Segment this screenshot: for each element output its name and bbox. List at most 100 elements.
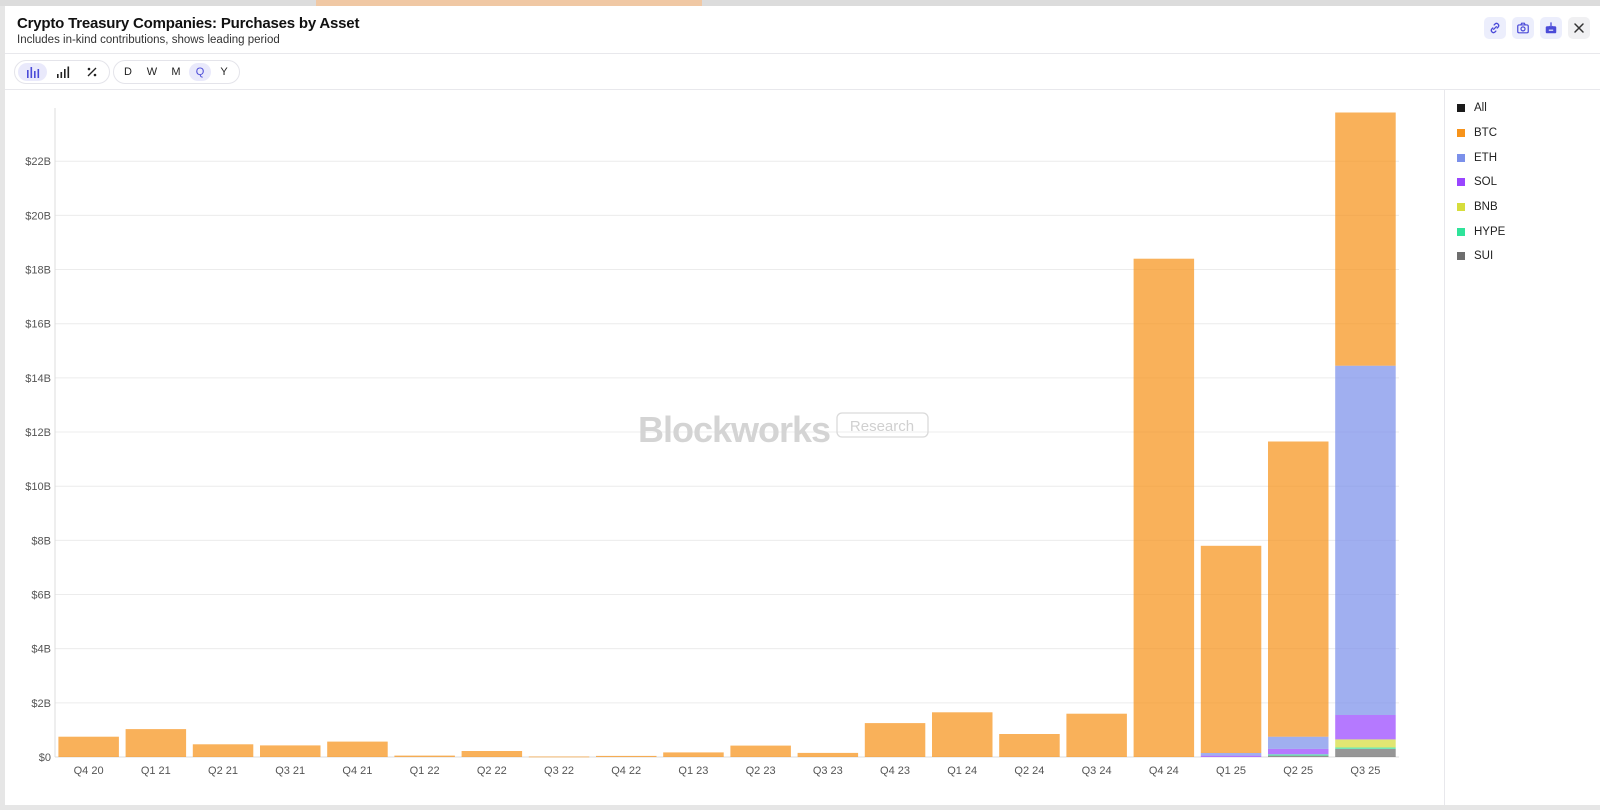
bar-sol-q3-25[interactable] — [1335, 715, 1396, 740]
bar-btc-q1-22[interactable] — [394, 755, 455, 757]
chart-area: $0 $2B $4B $6B $8B $10B $12B $14B $16B $18B $20B $2… — [5, 90, 1445, 805]
watermark-tag-box — [836, 412, 929, 438]
bar-btc-q1-25[interactable] — [1200, 545, 1262, 753]
interval-q-button[interactable]: Q — [189, 63, 211, 81]
bar-chart-mode-button[interactable] — [18, 63, 48, 81]
interval-y-button[interactable]: Y — [220, 66, 228, 78]
x-tick-label: Q1 23 — [678, 765, 708, 777]
screenshot-button[interactable] — [1512, 17, 1534, 39]
interval-d-button[interactable]: D — [124, 66, 132, 78]
bar-btc-q2-22[interactable] — [461, 751, 523, 757]
bar-btc-q3-23[interactable] — [797, 752, 859, 757]
bar-ascending-mode-button[interactable] — [49, 63, 76, 81]
bar-btc-q1-24[interactable] — [932, 712, 993, 757]
bar-btc-q4-22[interactable] — [596, 755, 657, 757]
export-button[interactable] — [1540, 17, 1562, 39]
bar-btc-q2-21[interactable] — [192, 744, 254, 757]
legend-item-hype[interactable]: HYPE — [1457, 219, 1597, 244]
bar-btc-q3-24[interactable] — [1066, 713, 1127, 757]
x-tick-label: Q3 25 — [1350, 765, 1380, 777]
legend-item-sui[interactable]: SUI — [1457, 244, 1597, 269]
y-tick-label: $18B — [25, 265, 51, 277]
y-axis-ticks: $0 $2B $4B $6B $8B $10B $12B $14B $16B $18B $20B $2… — [25, 156, 51, 764]
x-tick-label: Q4 24 — [1149, 765, 1179, 777]
stacked-bar-chart: $0 $2B $4B $6B $8B $10B $12B $14B $16B $18B $20B $2… — [25, 108, 1399, 777]
interval-w-button[interactable]: W — [146, 66, 158, 78]
legend-label: HYPE — [1474, 225, 1506, 238]
legend-item-sol[interactable]: SOL — [1457, 170, 1597, 195]
percent-mode-button[interactable] — [79, 63, 106, 81]
camera-icon — [1517, 22, 1529, 34]
bar-eth-q2-25[interactable] — [1268, 736, 1329, 749]
close-icon — [1574, 23, 1584, 33]
bar-btc-q4-20[interactable] — [58, 736, 119, 757]
y-tick-label: $22B — [25, 156, 51, 168]
x-tick-label: Q1 24 — [947, 765, 977, 777]
header-actions — [1484, 17, 1590, 39]
bar-eth-q1-25[interactable] — [1200, 752, 1262, 756]
watermark-tag: Research — [850, 418, 914, 435]
bar-btc-q1-23[interactable] — [663, 752, 724, 757]
bar-btc-q2-23[interactable] — [730, 745, 791, 757]
bar-hype-q2-25[interactable] — [1268, 754, 1329, 756]
bar-hype-q3-25[interactable] — [1335, 747, 1396, 749]
chart-subtitle: Includes in-kind contributions, shows le… — [17, 34, 280, 46]
link-icon — [1490, 22, 1500, 34]
legend-label: BNB — [1474, 201, 1498, 214]
legend-item-btc[interactable]: BTC — [1457, 121, 1597, 146]
y-tick-label: $14B — [25, 373, 51, 385]
bar-btc-q4-21[interactable] — [327, 741, 388, 757]
x-tick-label: Q3 23 — [813, 765, 843, 777]
bar-chart-icon — [26, 67, 39, 78]
bar-sui-q2-25[interactable] — [1268, 755, 1329, 757]
bar-btc-q4-24[interactable] — [1133, 258, 1195, 757]
bar-bnb-q3-25[interactable] — [1335, 739, 1396, 748]
bar-btc-q3-21[interactable] — [260, 745, 321, 757]
bar-btc-q3-22[interactable] — [528, 756, 590, 758]
x-tick-label: Q1 22 — [410, 765, 440, 777]
x-tick-label: Q3 22 — [544, 765, 574, 777]
x-tick-label: Q1 21 — [141, 765, 171, 777]
chart-title: Crypto Treasury Companies: Purchases by … — [17, 15, 360, 32]
legend-swatch — [1457, 153, 1465, 162]
legend-label: SUI — [1474, 250, 1494, 263]
bar-eth-q3-25[interactable] — [1335, 365, 1396, 715]
legend-swatch — [1457, 252, 1465, 261]
copy-link-button[interactable] — [1484, 17, 1506, 39]
interval-m-button[interactable]: M — [171, 66, 181, 78]
x-tick-label: Q1 25 — [1216, 765, 1246, 777]
legend: All BTC ETH SOL BNB HYPE SUI — [1457, 96, 1597, 269]
y-tick-label: $2B — [31, 698, 51, 710]
legend-swatch — [1457, 203, 1465, 212]
bar-sui-q3-25[interactable] — [1335, 748, 1396, 757]
bar-sol-q1-25[interactable] — [1200, 755, 1262, 757]
interval-group: D W M Q Y — [113, 60, 240, 84]
bar-sol-q2-25[interactable] — [1268, 748, 1329, 755]
legend-item-bnb[interactable]: BNB — [1457, 195, 1597, 220]
chart-modal: Crypto Treasury Companies: Purchases by … — [5, 6, 1600, 805]
x-tick-label: Q4 21 — [342, 765, 372, 777]
x-axis-ticks: Q4 20 Q1 21 Q2 21 Q3 21 Q4 21 Q1 22 Q2 22 Q3 22… — [74, 765, 1381, 777]
y-tick-label: $6B — [31, 590, 51, 602]
y-tick-label: $4B — [31, 644, 51, 656]
modal-header: Crypto Treasury Companies: Purchases by … — [5, 6, 1600, 54]
legend-item-all[interactable]: All — [1457, 96, 1597, 121]
legend-swatch — [1457, 104, 1465, 113]
bar-btc-q3-25[interactable] — [1335, 112, 1396, 366]
x-tick-label: Q2 21 — [208, 765, 238, 777]
bar-btc-q2-25[interactable] — [1268, 441, 1329, 737]
close-button[interactable] — [1568, 17, 1590, 39]
legend-label: All — [1474, 102, 1487, 115]
x-tick-label: Q4 20 — [74, 765, 104, 777]
bar-btc-q4-23[interactable] — [864, 723, 926, 757]
chart-mode-group — [14, 60, 110, 84]
legend-label: ETH — [1474, 151, 1497, 164]
legend-swatch — [1457, 227, 1465, 236]
legend-item-eth[interactable]: ETH — [1457, 145, 1597, 170]
percent-icon — [87, 67, 97, 77]
x-tick-label: Q2 25 — [1283, 765, 1313, 777]
export-icon — [1545, 22, 1557, 34]
x-tick-label: Q4 22 — [611, 765, 641, 777]
bar-btc-q1-21[interactable] — [125, 729, 187, 757]
bar-btc-q2-24[interactable] — [999, 734, 1060, 757]
